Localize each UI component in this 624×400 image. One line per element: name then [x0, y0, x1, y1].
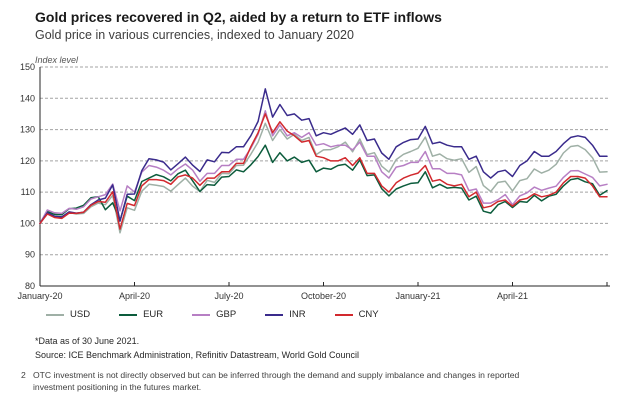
footnote-2-number: 2 [21, 370, 26, 380]
legend-item-inr: INR [265, 309, 306, 320]
legend-swatch-cny [334, 313, 353, 316]
legend-label-gbp: GBP [216, 309, 237, 320]
svg-text:150: 150 [20, 62, 35, 72]
legend-swatch-eur [119, 313, 138, 316]
footnote-2: 2 OTC investment is not directly observe… [21, 370, 533, 393]
legend-label-inr: INR [289, 309, 306, 320]
legend-label-usd: USD [70, 309, 91, 320]
data-as-of-note: *Data as of 30 June 2021. [35, 336, 140, 346]
footnote-2-text: OTC investment is not directly observed … [33, 370, 520, 392]
legend-label-cny: CNY [358, 309, 379, 320]
svg-text:January-21: January-21 [395, 291, 440, 301]
gold-price-line-chart: 80 90 100 110 120 130 140 150 January-20 April-20… [17, 62, 610, 301]
legend-swatch-usd [46, 313, 64, 316]
svg-text:January-20: January-20 [17, 291, 62, 301]
legend-item-eur: EUR [119, 309, 163, 320]
legend-swatch-inr [265, 313, 284, 316]
chart-subtitle: Gold price in various currencies, indexe… [35, 28, 354, 42]
svg-text:110: 110 [21, 187, 35, 197]
legend-item-cny: CNY [334, 309, 379, 320]
legend-item-gbp: GBP [192, 309, 236, 320]
svg-text:140: 140 [20, 93, 35, 103]
svg-text:October-20: October-20 [301, 291, 346, 301]
legend-label-eur: EUR [143, 309, 164, 320]
svg-text:100: 100 [20, 218, 35, 228]
svg-text:July-20: July-20 [214, 291, 243, 301]
source-line: Source: ICE Benchmark Administration, Re… [35, 350, 359, 360]
legend-swatch-gbp [192, 313, 211, 316]
svg-text:90: 90 [25, 250, 35, 260]
svg-text:80: 80 [25, 281, 35, 291]
y-axis-unit-label: Index level [35, 55, 79, 65]
svg-text:April-20: April-20 [119, 291, 150, 301]
chart-legend: USD EUR GBP INR CNY [46, 309, 408, 320]
svg-text:130: 130 [20, 125, 35, 135]
svg-text:120: 120 [20, 156, 35, 166]
chart-title: Gold prices recovered in Q2, aided by a … [35, 9, 442, 25]
svg-text:April-21: April-21 [497, 291, 528, 301]
legend-item-usd: USD [46, 309, 90, 320]
